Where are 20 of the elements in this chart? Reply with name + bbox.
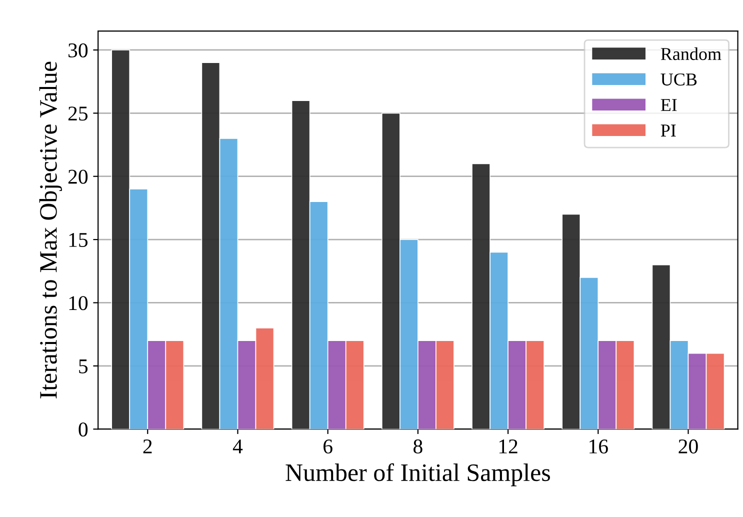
- y-tick-label: 15: [69, 233, 88, 247]
- legend-label: PI: [660, 124, 676, 136]
- x-tick-label: 16: [590, 439, 608, 454]
- y-tick-label: 5: [79, 360, 88, 374]
- legend-label: UCB: [660, 73, 697, 86]
- x-tick-label: 12: [499, 439, 518, 454]
- y-tick-label: 25: [68, 106, 88, 121]
- x-tick-label: 8: [414, 439, 422, 454]
- legend-label: Random: [660, 47, 722, 60]
- x-tick-label: 2: [143, 439, 152, 454]
- y-tick-label: 30: [68, 43, 88, 58]
- x-tick-label: 20: [678, 439, 698, 454]
- x-tick-label: 4: [232, 440, 243, 454]
- y-tick-label: 0: [78, 422, 88, 437]
- x-axis-title: Number of Initial Samples: [286, 463, 550, 486]
- x-tick-label: 6: [324, 439, 332, 454]
- y-tick-label: 10: [69, 296, 88, 310]
- legend-label: EI: [660, 99, 677, 111]
- y-tick-label: 20: [68, 170, 88, 184]
- y-axis-title: Iterations to Max Objective Value: [39, 62, 62, 398]
